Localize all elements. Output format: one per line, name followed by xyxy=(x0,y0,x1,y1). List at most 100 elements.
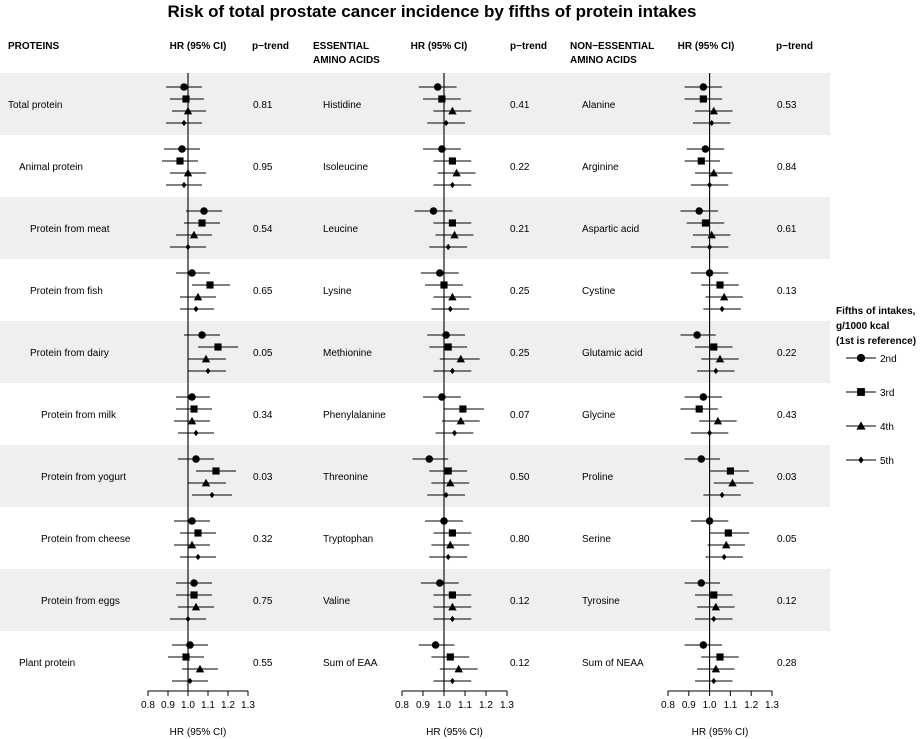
marker-circle xyxy=(192,455,200,463)
marker-diamond xyxy=(858,456,864,464)
marker-circle xyxy=(699,393,708,401)
marker-square xyxy=(857,388,865,396)
marker-square xyxy=(190,405,198,413)
marker-square xyxy=(214,343,222,351)
row-label: Histidine xyxy=(323,100,362,111)
x-axis-label: HR (95% CI) xyxy=(170,727,227,738)
marker-triangle xyxy=(709,106,718,115)
p-trend-value: 0.41 xyxy=(510,100,530,111)
row-label: Phenylalanine xyxy=(323,410,386,421)
marker-diamond xyxy=(451,429,458,437)
marker-square xyxy=(448,529,456,537)
marker-square xyxy=(444,467,452,475)
marker-triangle xyxy=(711,664,721,673)
x-tick-label: 0.9 xyxy=(682,700,696,711)
hr-header: HR (95% CI) xyxy=(170,41,227,52)
row-label: Protein from yogurt xyxy=(41,472,126,483)
marker-diamond xyxy=(195,553,201,561)
marker-square xyxy=(176,157,184,165)
marker-diamond xyxy=(181,119,187,127)
p-trend-value: 0.12 xyxy=(510,596,530,607)
marker-square xyxy=(206,281,214,289)
marker-diamond xyxy=(209,491,215,499)
p-trend-value: 0.50 xyxy=(510,472,530,483)
marker-circle xyxy=(438,393,446,401)
marker-square xyxy=(695,405,703,413)
p-trend-value: 0.65 xyxy=(253,286,273,297)
row-label: Alanine xyxy=(582,100,616,111)
panel-header: NON−ESSENTIAL xyxy=(570,41,654,52)
marker-diamond xyxy=(443,491,449,499)
row-label: Aspartic acid xyxy=(582,224,639,235)
ptrend-header: p−trend xyxy=(510,41,547,52)
marker-square xyxy=(190,591,198,599)
marker-diamond xyxy=(713,367,719,375)
p-trend-value: 0.32 xyxy=(253,534,273,545)
marker-circle xyxy=(429,207,438,215)
marker-circle xyxy=(433,83,442,91)
row-band xyxy=(0,321,830,383)
panel-header: AMINO ACIDS xyxy=(313,55,380,66)
marker-circle xyxy=(701,145,710,153)
x-tick-label: 0.9 xyxy=(161,700,175,711)
marker-diamond xyxy=(719,305,725,313)
p-trend-value: 0.75 xyxy=(253,596,273,607)
x-tick-label: 1.1 xyxy=(723,700,737,711)
marker-circle xyxy=(431,641,440,649)
marker-triangle xyxy=(201,478,211,487)
marker-square xyxy=(710,343,718,351)
p-trend-value: 0.07 xyxy=(510,410,530,421)
marker-triangle xyxy=(456,354,465,363)
marker-square xyxy=(182,95,190,103)
row-label: Animal protein xyxy=(19,162,83,173)
marker-square xyxy=(716,653,724,661)
marker-triangle xyxy=(183,168,193,177)
row-label: Tyrosine xyxy=(582,596,620,607)
marker-triangle xyxy=(183,106,193,115)
row-label: Serine xyxy=(582,534,611,545)
marker-square xyxy=(726,467,734,475)
row-label: Protein from dairy xyxy=(30,348,109,359)
legend-label: 3rd xyxy=(880,388,894,399)
marker-square xyxy=(448,219,456,227)
row-label: Threonine xyxy=(323,472,368,483)
marker-square xyxy=(198,219,206,227)
x-tick-label: 0.8 xyxy=(395,700,409,711)
legend-title: g/1000 kcal xyxy=(836,321,890,332)
marker-diamond xyxy=(449,615,455,623)
p-trend-value: 0.22 xyxy=(777,348,797,359)
panel-header: PROTEINS xyxy=(8,41,59,52)
panel-header: ESSENTIAL xyxy=(313,41,369,52)
marker-circle xyxy=(198,331,206,339)
marker-diamond xyxy=(205,367,211,375)
marker-diamond xyxy=(449,677,455,685)
legend-title: Fifths of intakes, xyxy=(836,306,916,317)
marker-diamond xyxy=(445,553,451,561)
row-label: Valine xyxy=(323,596,350,607)
marker-circle xyxy=(186,641,194,649)
marker-square xyxy=(448,157,456,165)
row-label: Sum of EAA xyxy=(323,658,378,669)
x-tick-label: 0.8 xyxy=(661,700,675,711)
x-tick-label: 1.2 xyxy=(744,700,758,711)
marker-triangle xyxy=(707,230,716,239)
marker-square xyxy=(446,653,454,661)
legend-label: 2nd xyxy=(880,354,897,365)
marker-circle xyxy=(436,269,444,277)
p-trend-value: 0.81 xyxy=(253,100,273,111)
marker-triangle xyxy=(446,478,455,487)
legend-label: 4th xyxy=(880,422,894,433)
column-headers: PROTEINS HR (95% CI) p−trend ESSENTIAL AMINO… xyxy=(8,41,813,66)
p-trend-value: 0.25 xyxy=(510,286,530,297)
marker-circle xyxy=(200,207,208,215)
marker-diamond xyxy=(185,615,191,623)
marker-triangle xyxy=(450,230,459,239)
marker-square xyxy=(701,219,710,227)
marker-circle xyxy=(705,269,714,277)
marker-triangle xyxy=(187,540,197,549)
p-trend-value: 0.13 xyxy=(777,286,797,297)
forest-panels: Total protein 0.81 Animal protein 0.95 Prote… xyxy=(8,73,797,738)
ptrend-header: p−trend xyxy=(776,41,813,52)
marker-circle xyxy=(697,579,706,587)
p-trend-value: 0.21 xyxy=(510,224,530,235)
